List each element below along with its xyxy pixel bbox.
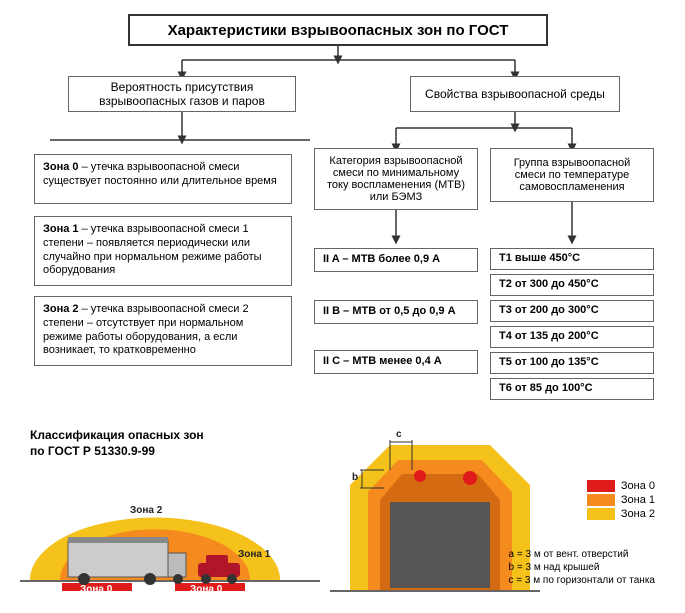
branch-left: Вероятность присутствия взрывоопасных га… bbox=[68, 76, 296, 112]
truck-zones-svg bbox=[20, 465, 320, 600]
legend-zone2: Зона 2 bbox=[587, 508, 655, 520]
temp-t3: T3 от 200 до 300°C bbox=[490, 300, 654, 322]
zone-0-box: Зона 0 – утечка взрывоопасной смеси суще… bbox=[34, 154, 292, 204]
zone-0-label: Зона 0 bbox=[43, 161, 79, 173]
dim-a: a = 3 м от вент. отверстий bbox=[509, 548, 655, 561]
temp-t5: T5 от 100 до 135°C bbox=[490, 352, 654, 374]
legend-zone1: Зона 1 bbox=[587, 494, 655, 506]
cat-b: II B – МТВ от 0,5 до 0,9 А bbox=[314, 300, 478, 324]
dim-b: b = 3 м над крышей bbox=[509, 561, 655, 574]
legend-zone0: Зона 0 bbox=[587, 480, 655, 492]
dim-b-label: b bbox=[352, 472, 358, 483]
truck-zone2-label: Зона 2 bbox=[130, 505, 162, 516]
temp-t6: T6 от 85 до 100°C bbox=[490, 378, 654, 400]
dim-c: c = 3 м по горизонтали от танка bbox=[509, 574, 655, 587]
dim-c-label: c bbox=[396, 429, 402, 440]
temp-t4: T4 от 135 до 200°C bbox=[490, 326, 654, 348]
classification-label: Классификация опасных зон по ГОСТ Р 5133… bbox=[30, 428, 210, 459]
cat-a: II A – МТВ более 0,9 А bbox=[314, 248, 478, 272]
legend-swatch-zone2 bbox=[587, 508, 615, 520]
truck-zone0-label-b: Зона 0 bbox=[190, 584, 222, 595]
zone-legend: Зона 0 Зона 1 Зона 2 bbox=[587, 480, 655, 522]
branch-right: Свойства взрывоопасной среды bbox=[410, 76, 620, 112]
truck-zone0-label-a: Зона 0 bbox=[80, 584, 112, 595]
truck-zone1-label: Зона 1 bbox=[238, 549, 270, 560]
legend-swatch-zone0 bbox=[587, 480, 615, 492]
category-header: Категория взрывоопасной смеси по минимал… bbox=[314, 148, 478, 210]
truck-scene: Зона 0 Зона 0 Зона 1 Зона 2 bbox=[20, 465, 320, 600]
temp-t1: T1 выше 450°C bbox=[490, 248, 654, 270]
zone-2-label: Зона 2 bbox=[43, 303, 79, 315]
cat-c: II C – МТВ менее 0,4 А bbox=[314, 350, 478, 374]
temp-t2: T2 от 300 до 450°C bbox=[490, 274, 654, 296]
zone-1-label: Зона 1 bbox=[43, 223, 79, 235]
dimension-notes: a = 3 м от вент. отверстий b = 3 м над к… bbox=[509, 548, 655, 587]
zone-0-text: – утечка взрывоопасной смеси существует … bbox=[43, 161, 277, 187]
legend-swatch-zone1 bbox=[587, 494, 615, 506]
zone-1-box: Зона 1 – утечка взрывоопасной смеси 1 ст… bbox=[34, 216, 292, 286]
group-header: Группа взрывоопасной смеси по температур… bbox=[490, 148, 654, 202]
main-title: Характеристики взрывоопасных зон по ГОСТ bbox=[128, 14, 548, 46]
zone-2-box: Зона 2 – утечка взрывоопасной смеси 2 ст… bbox=[34, 296, 292, 366]
